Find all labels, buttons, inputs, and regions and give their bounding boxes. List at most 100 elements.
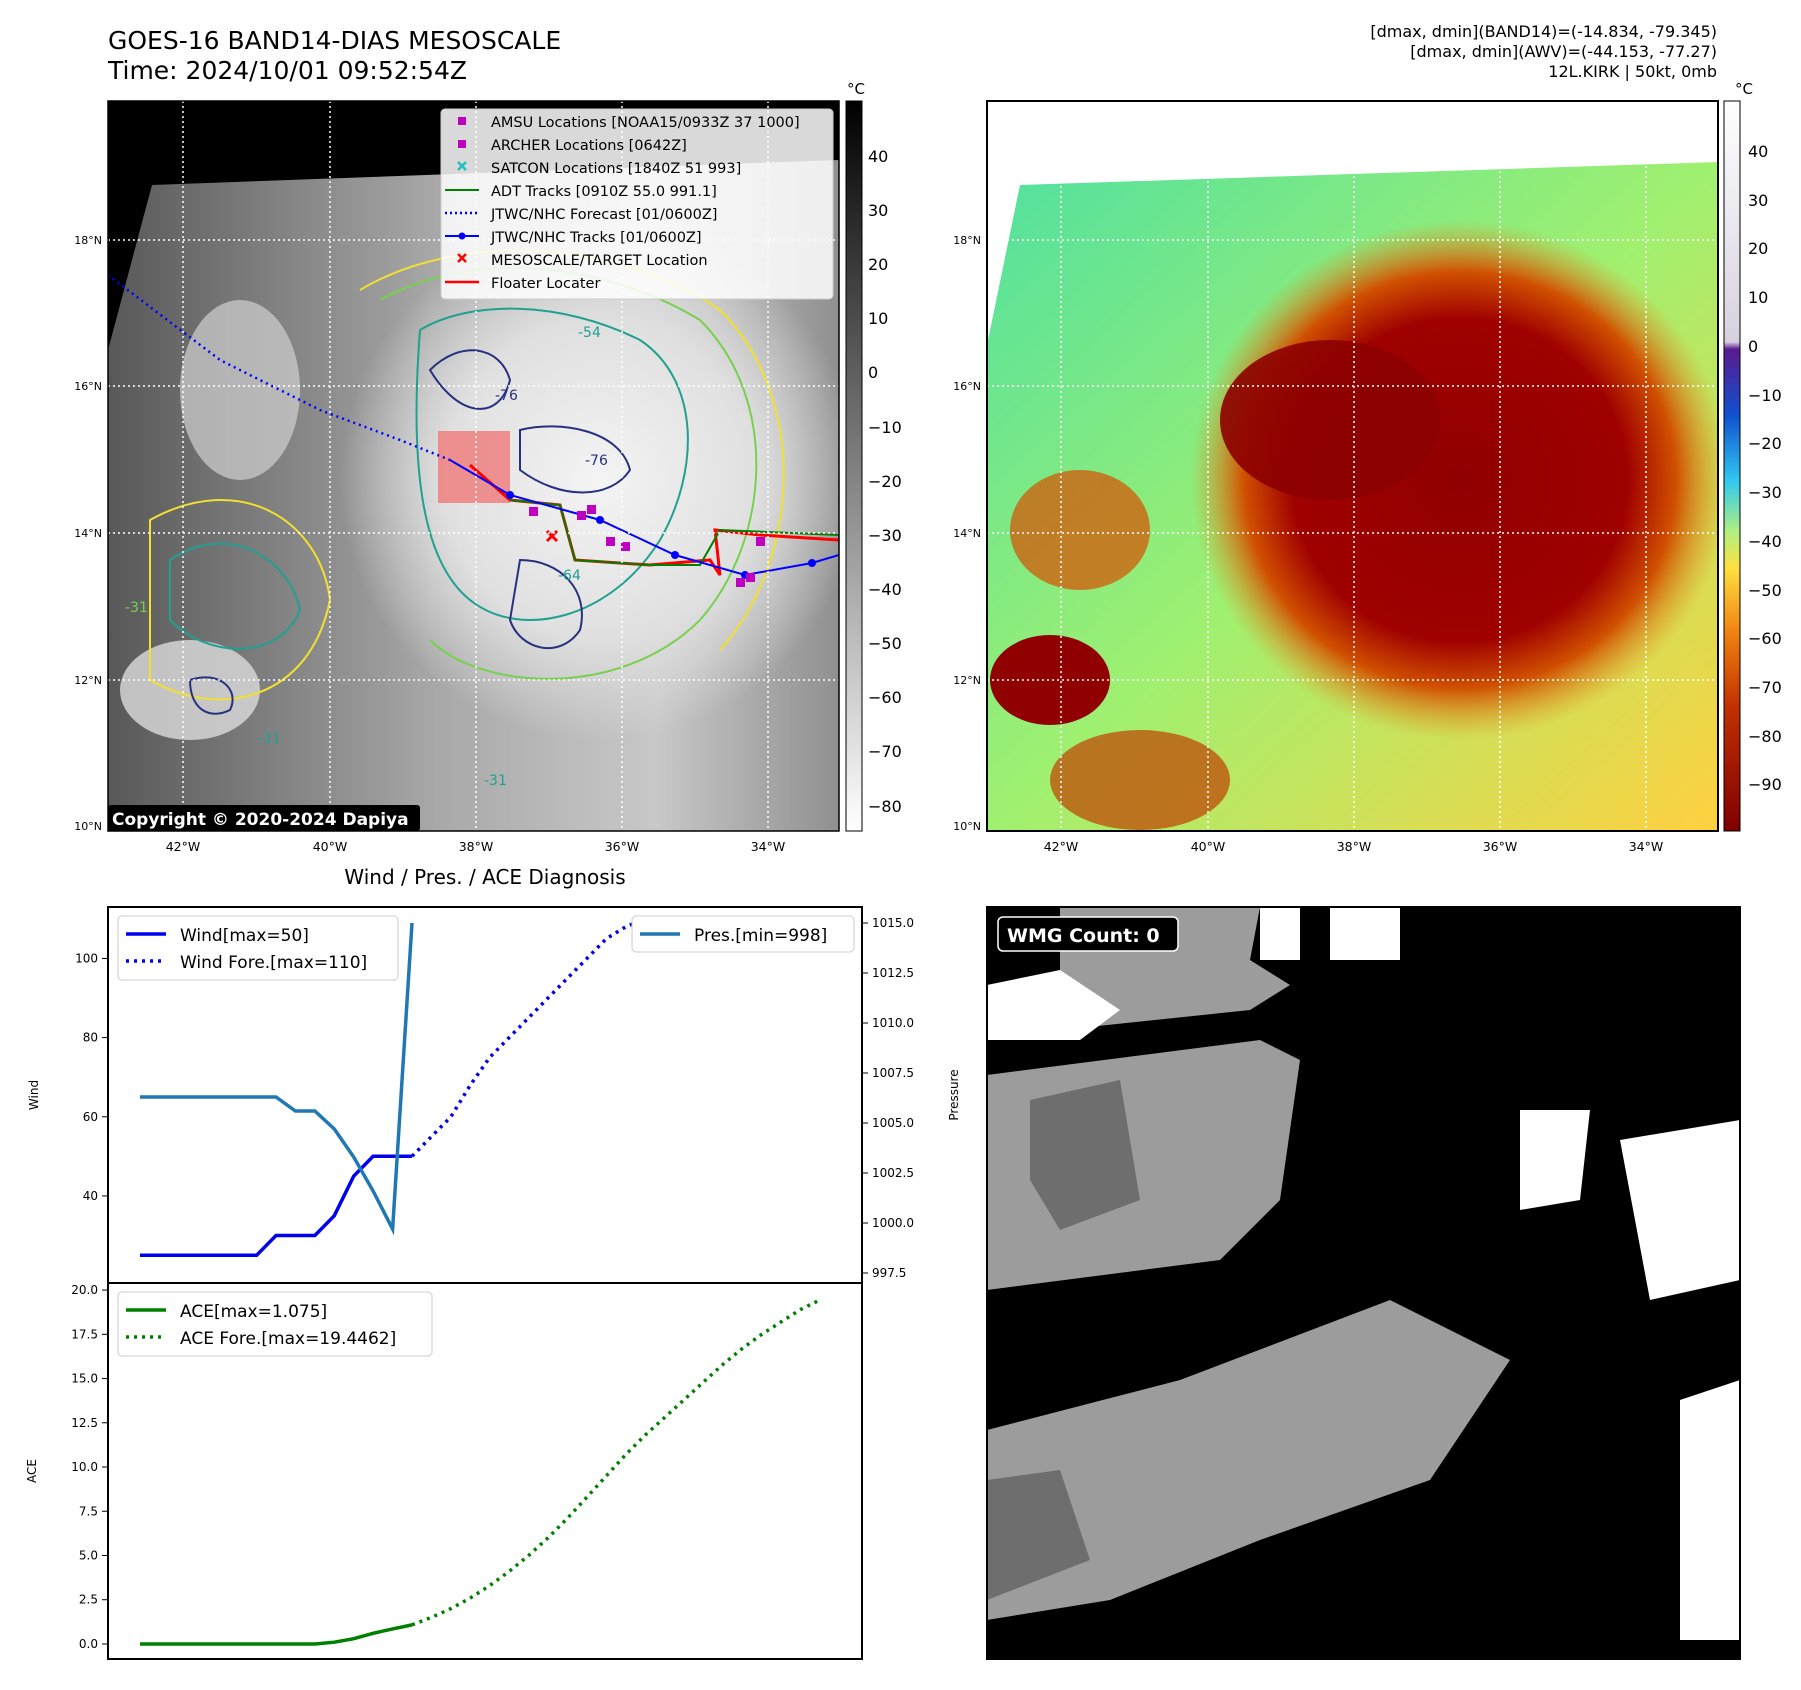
ir-frame — [107, 100, 840, 832]
awv-colorbar-ticks: 40 30 20 10 0 −10 −20 −30 −40 −50 −60 −7… — [1748, 142, 1782, 794]
adt-track — [509, 499, 839, 566]
pressure-ytick-label: 1000.0 — [872, 1216, 914, 1230]
wind-ytick-label: 100 — [75, 951, 98, 965]
ir-map-panel: -54 -76 -76 -64 -31 -31 -31 Copyright © … — [74, 80, 902, 854]
svg-text:-31: -31 — [125, 600, 148, 616]
ir-lon-label: 34°W — [751, 839, 786, 854]
awv-imagery — [987, 101, 1718, 831]
ir-lat-label: 16°N — [74, 380, 102, 393]
awv-lon-label: 40°W — [1191, 839, 1226, 854]
ir-lat-label: 10°N — [74, 820, 102, 833]
legend-target-label: MESOSCALE/TARGET Location — [491, 253, 708, 269]
ace-ytick-label: 0.0 — [79, 1637, 98, 1651]
awv-lon-label: 34°W — [1629, 839, 1664, 854]
copyright-badge — [108, 805, 420, 831]
legend-archer-label: ARCHER Locations [0642Z] — [491, 138, 687, 154]
awv-cbar-tick: −90 — [1748, 775, 1782, 794]
awv-cbar-tick: 20 — [1748, 239, 1768, 258]
jtwc-track-points — [506, 491, 816, 579]
ir-cbar-tick: −30 — [868, 526, 902, 545]
awv-lon-label: 42°W — [1044, 839, 1079, 854]
ace-ylabel: ACE — [25, 1459, 39, 1483]
svg-text:-31: -31 — [484, 773, 507, 789]
ir-lat-labels: 18°N 16°N 14°N 12°N 10°N — [74, 234, 102, 833]
awv-lat-label: 14°N — [953, 527, 981, 540]
awv-lat-label: 10°N — [953, 820, 981, 833]
legend-satcon-label: SATCON Locations [1840Z 51 993] — [491, 161, 741, 177]
ir-cbar-tick: −10 — [868, 418, 902, 437]
legend-amsu-marker — [458, 117, 466, 125]
info-awv-range: [dmax, dmin](AWV)=(-44.153, -77.27) — [1410, 42, 1717, 61]
diagnosis-chart: Wind / Pres. / ACE Diagnosis 40 60 80 100 9… — [25, 865, 961, 1660]
awv-cbar-tick: 30 — [1748, 191, 1768, 210]
awv-lat-label: 18°N — [953, 234, 981, 247]
awv-cbar-tick: −70 — [1748, 678, 1782, 697]
awv-cbar-tick: −30 — [1748, 483, 1782, 502]
ir-legend: AMSU Locations [NOAA15/0933Z 37 1000] AR… — [440, 108, 834, 300]
awv-cbar-tick: 0 — [1748, 337, 1758, 356]
pressure-ytick-label: 1015.0 — [872, 916, 914, 930]
awv-gridlines — [987, 101, 1718, 831]
legend-amsu-label: AMSU Locations [NOAA15/0933Z 37 1000] — [491, 115, 800, 131]
ir-lon-label: 36°W — [605, 839, 640, 854]
awv-cbar-tick: −80 — [1748, 727, 1782, 746]
awv-map-panel: 42°W 40°W 38°W 36°W 34°W 18°N 16°N 14°N … — [953, 80, 1782, 854]
pressure-line — [140, 922, 414, 1236]
ace-ytick-label: 20.0 — [71, 1283, 98, 1297]
ir-imagery: -54 -76 -76 -64 -31 -31 -31 — [108, 101, 839, 831]
awv-colorbar — [1723, 100, 1741, 832]
awv-colorbar-unit: °C — [1735, 80, 1753, 98]
ir-lon-label: 40°W — [313, 839, 348, 854]
ir-lon-label: 42°W — [166, 839, 201, 854]
wind-forecast-line — [410, 917, 822, 1158]
legend-target-marker — [457, 253, 467, 263]
awv-lon-label: 36°W — [1483, 839, 1518, 854]
legend-archer-marker — [458, 140, 466, 148]
wind-line — [140, 1154, 412, 1258]
title-line-1: GOES-16 BAND14-DIAS MESOSCALE — [108, 26, 562, 55]
wind-ytick-label: 40 — [83, 1189, 98, 1203]
ace-ytick-label: 17.5 — [71, 1327, 98, 1341]
ace-series — [140, 1298, 821, 1646]
svg-text:-54: -54 — [578, 325, 601, 341]
ir-cbar-tick: 30 — [868, 201, 888, 220]
pressure-yticks: 997.5 1000.0 1002.5 1005.0 1007.5 1010.0 1012.… — [862, 916, 914, 1280]
ir-cbar-tick: −20 — [868, 472, 902, 491]
ir-lat-label: 14°N — [74, 527, 102, 540]
pressure-ytick-label: 1007.5 — [872, 1066, 914, 1080]
wind-series — [140, 917, 822, 1258]
awv-cbar-tick: −40 — [1748, 532, 1782, 551]
ir-cbar-tick: 20 — [868, 255, 888, 274]
ir-colorbar — [845, 100, 863, 832]
legend-forecast-label: JTWC/NHC Forecast [01/0600Z] — [490, 207, 717, 223]
info-band14-range: [dmax, dmin](BAND14)=(-14.834, -79.345) — [1370, 22, 1717, 41]
ir-cbar-tick: 10 — [868, 309, 888, 328]
pressure-ylabel: Pressure — [947, 1069, 961, 1120]
ir-cbar-tick: −70 — [868, 742, 902, 761]
awv-lat-labels: 18°N 16°N 14°N 12°N 10°N — [953, 234, 981, 833]
wind-legend: Wind[max=50] Wind Fore.[max=110] — [117, 915, 399, 981]
legend-pres-label: Pres.[min=998] — [694, 926, 827, 946]
svg-text:-76: -76 — [495, 388, 518, 404]
wind-ylabel: Wind — [27, 1080, 41, 1110]
awv-lat-label: 12°N — [953, 674, 981, 687]
ace-ytick-label: 12.5 — [71, 1416, 98, 1430]
legend-wind-fore-label: Wind Fore.[max=110] — [180, 953, 367, 973]
legend-ace-fore-label: ACE Fore.[max=19.4462] — [180, 1329, 396, 1349]
copyright-text: Copyright © 2020-2024 Dapiya — [112, 810, 409, 830]
wind-ytick-label: 80 — [83, 1031, 98, 1045]
ir-colorbar-unit: °C — [847, 80, 865, 98]
svg-text:-31: -31 — [258, 731, 281, 747]
ace-ytick-label: 7.5 — [79, 1504, 98, 1518]
wmg-count-badge — [997, 916, 1179, 952]
ir-lat-label: 18°N — [74, 234, 102, 247]
awv-cbar-tick: −50 — [1748, 581, 1782, 600]
ir-cbar-tick: 40 — [868, 147, 888, 166]
awv-cbar-tick: −60 — [1748, 629, 1782, 648]
pressure-ytick-label: 1005.0 — [872, 1116, 914, 1130]
svg-text:-64: -64 — [558, 568, 581, 584]
wind-yticks: 40 60 80 100 — [75, 951, 108, 1203]
jtwc-forecast-track — [108, 274, 451, 462]
legend-adt-label: ADT Tracks [0910Z 55.0 991.1] — [491, 184, 717, 200]
